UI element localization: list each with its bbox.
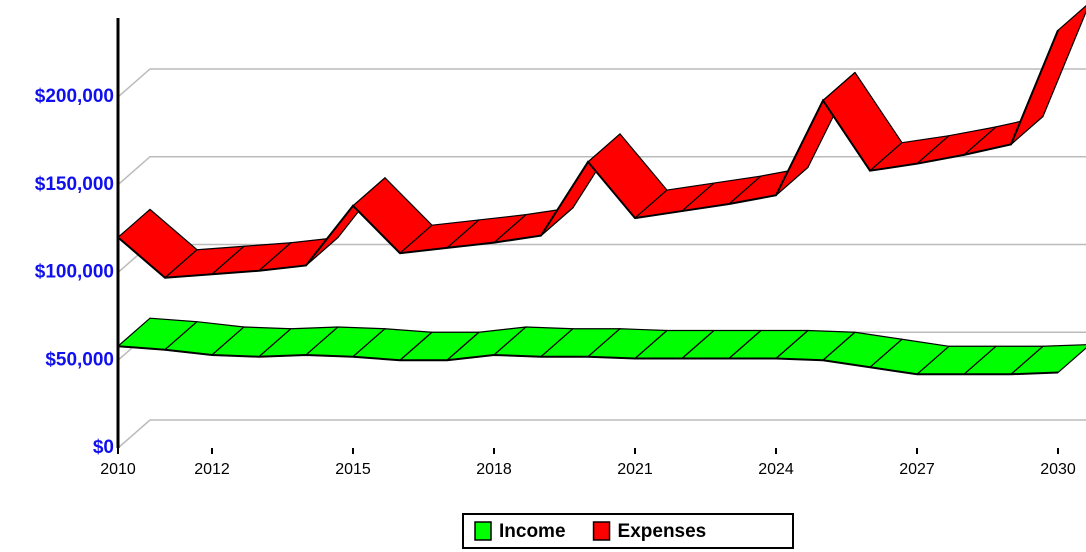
x-tick-label: 2024 — [758, 461, 794, 478]
x-tick-label: 2030 — [1040, 461, 1076, 478]
x-tick-label: 2010 — [100, 461, 136, 478]
x-tick-label: 2015 — [335, 461, 371, 478]
grid-line — [117, 419, 1086, 449]
legend-label: Expenses — [618, 521, 707, 542]
grid-line — [117, 68, 1086, 98]
series-line — [117, 345, 1059, 376]
y-tick-label: $150,000 — [35, 174, 114, 195]
y-tick-label: $50,000 — [45, 349, 114, 370]
legend-swatch — [592, 521, 611, 541]
x-tick-label: 2027 — [899, 461, 935, 478]
y-tick-label: $200,000 — [35, 86, 114, 107]
ribbon-segment — [1010, 4, 1086, 145]
x-tick-label: 2021 — [617, 461, 653, 478]
legend-swatch — [474, 521, 492, 541]
grid-line — [117, 155, 1086, 186]
x-tick-label: 2012 — [194, 461, 230, 478]
x-tick-label: 2018 — [476, 461, 512, 478]
series-line — [117, 29, 1059, 279]
y-tick-label: $100,000 — [35, 262, 114, 283]
legend-label: Income — [499, 521, 566, 542]
y-tick-label: $0 — [93, 437, 114, 458]
legend-box — [462, 513, 794, 549]
